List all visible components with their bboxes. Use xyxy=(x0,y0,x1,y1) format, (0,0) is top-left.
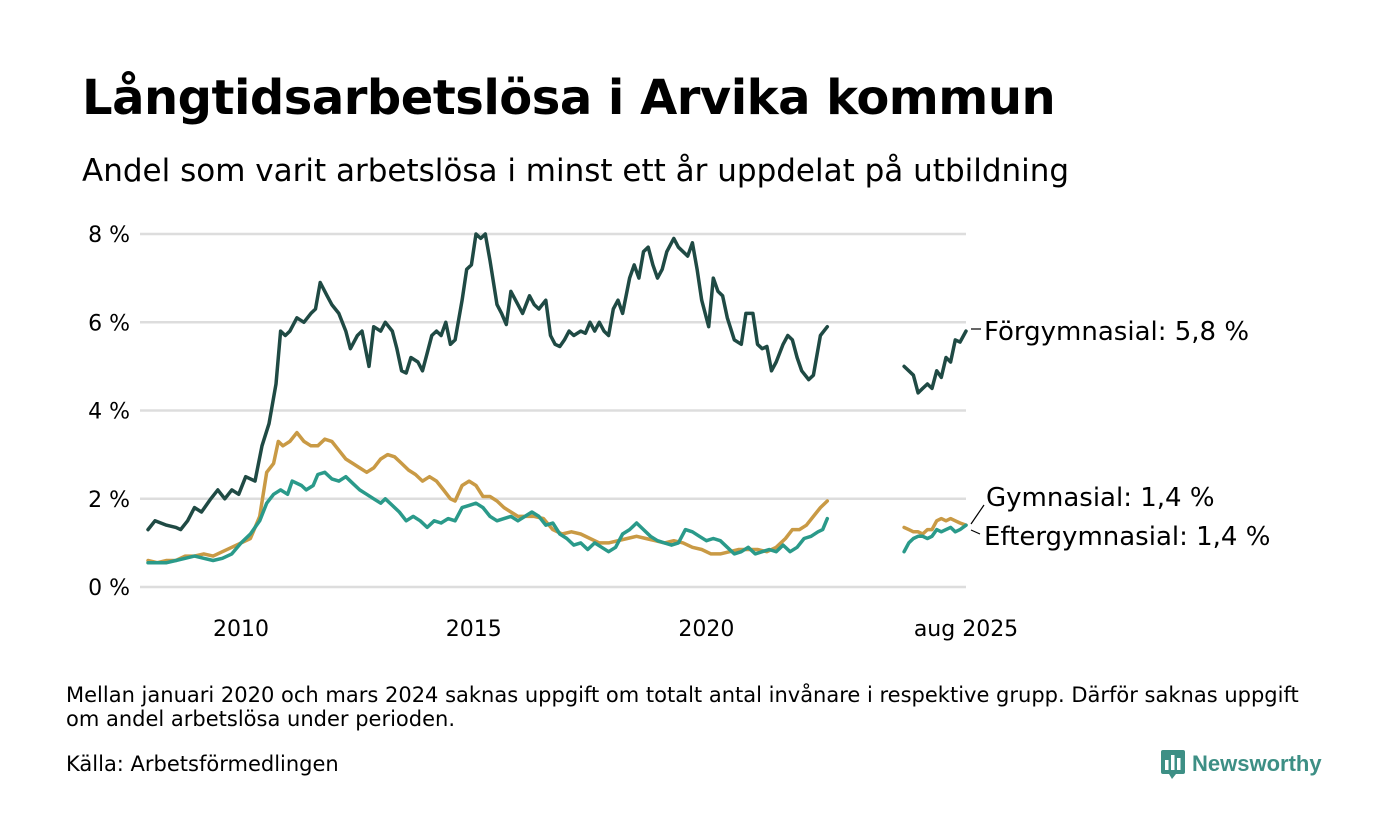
series-line-gymnasial-1 xyxy=(146,430,830,565)
series-end-labels: Förgymnasial: 5,8 % Gymnasial: 1,4 % Efter… xyxy=(970,317,1270,552)
end-label-gymnasial: Gymnasial: 1,4 % xyxy=(986,483,1215,513)
leader-line-gymnasial xyxy=(970,504,985,525)
y-tick-label: 6 % xyxy=(88,311,130,336)
bar-chart-speech-icon xyxy=(1161,750,1185,779)
x-axis: 2010 2015 2020 aug 2025 xyxy=(213,617,1018,642)
y-tick-label: 0 % xyxy=(88,576,130,601)
x-tick-label: 2020 xyxy=(678,617,734,642)
series-line-förgymnasial-1 xyxy=(146,232,830,532)
brand-name: Newsworthy xyxy=(1192,751,1322,776)
x-tick-label: 2015 xyxy=(446,617,502,642)
x-tick-label: 2010 xyxy=(213,617,269,642)
y-axis: 0 % 2 % 4 % 6 % 8 % xyxy=(88,223,130,601)
series-line-gymnasial-2 xyxy=(902,516,968,536)
series-line-förgymnasial-2 xyxy=(902,329,968,395)
end-label-eftergymnasial: Eftergymnasial: 1,4 % xyxy=(984,522,1270,552)
grid-lines xyxy=(140,232,966,589)
y-tick-label: 8 % xyxy=(88,223,130,248)
series-line-eftergymnasial-1 xyxy=(146,470,830,565)
leader-line-eftergymnasial xyxy=(970,529,981,535)
x-tick-label: aug 2025 xyxy=(914,617,1018,642)
series-line-eftergymnasial-2 xyxy=(902,523,968,554)
footnote: Mellan januari 2020 och mars 2024 saknas… xyxy=(66,683,1299,731)
series-lines xyxy=(146,232,968,565)
y-tick-label: 2 % xyxy=(88,488,130,513)
y-tick-label: 4 % xyxy=(88,400,130,425)
end-label-förgymnasial: Förgymnasial: 5,8 % xyxy=(984,317,1249,347)
chart-subtitle: Andel som varit arbetslösa i minst ett å… xyxy=(82,153,1070,189)
source-note: Källa: Arbetsförmedlingen xyxy=(66,752,339,776)
brand-logo: Newsworthy xyxy=(1160,748,1322,780)
chart-title: Långtidsarbetslösa i Arvika kommun xyxy=(82,70,1056,126)
